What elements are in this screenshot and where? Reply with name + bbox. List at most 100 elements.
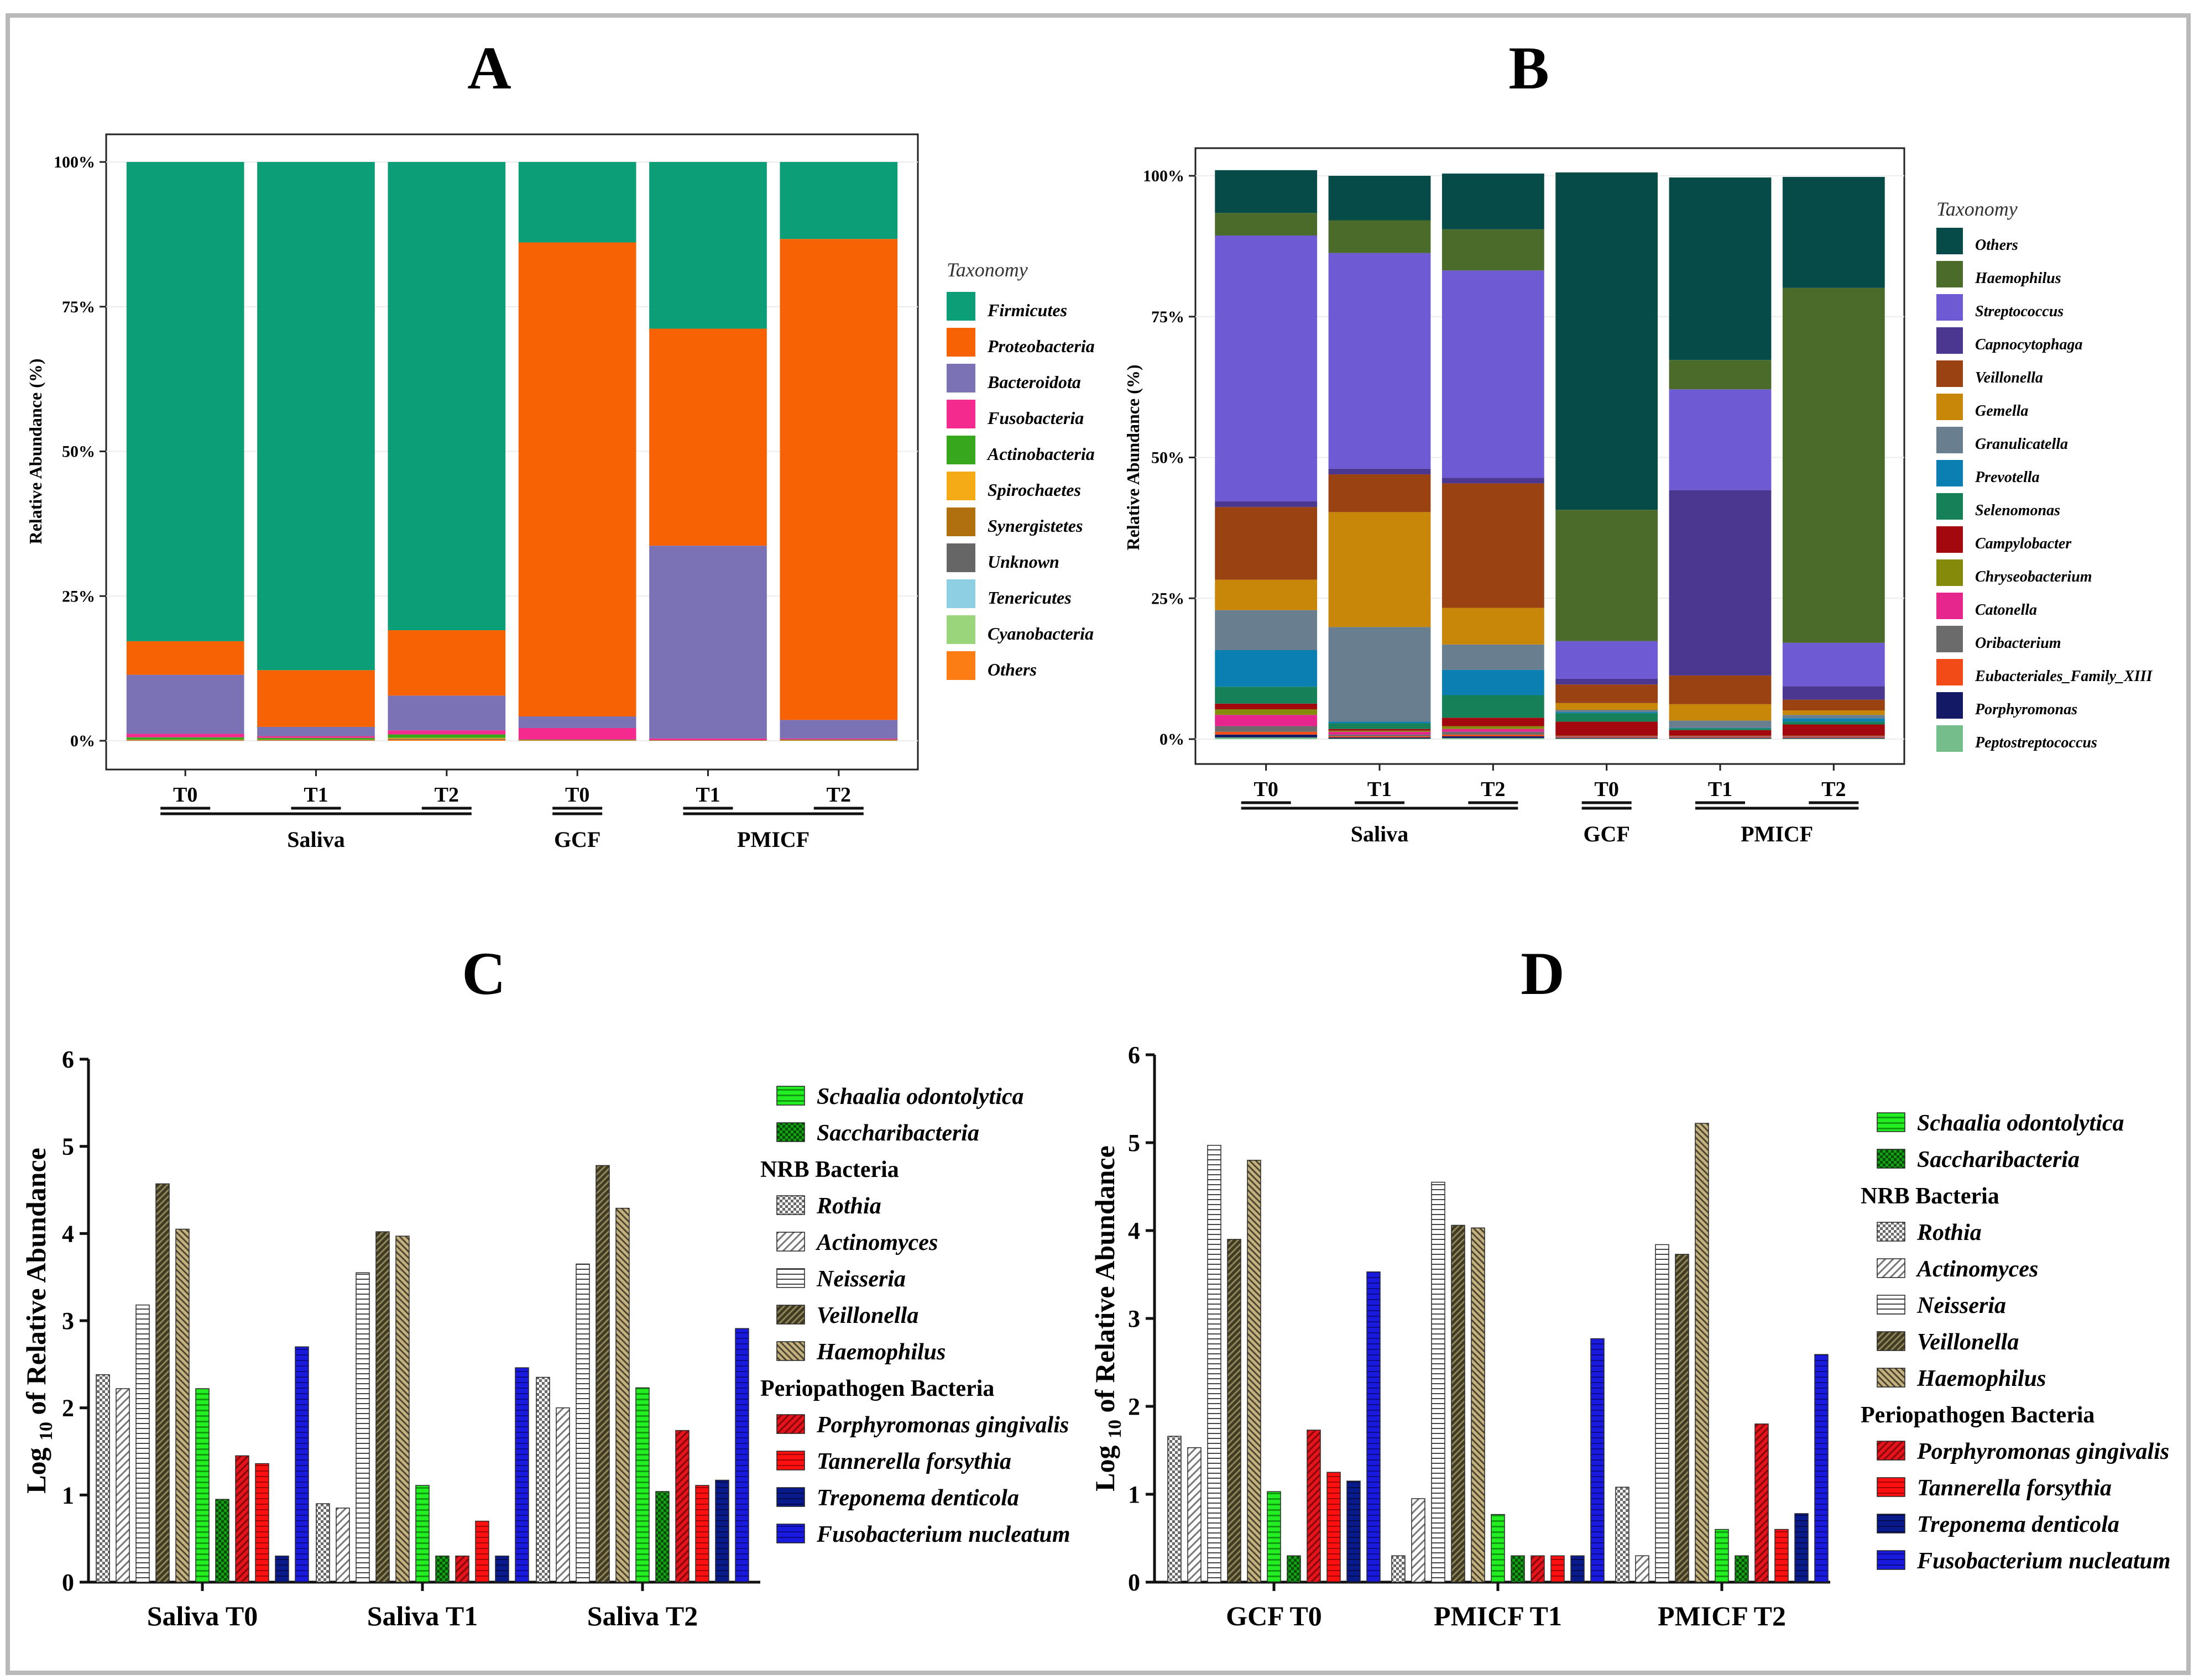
y-axis-label-part: of Relative Abundance (1089, 1145, 1120, 1420)
y-tick-label: 5 (1128, 1129, 1140, 1156)
group-label-pmicf: PMICF (737, 827, 809, 852)
bar-segment-porphyromonas (1215, 734, 1318, 737)
bar-haemophilus (1471, 1227, 1485, 1583)
y-tick-label: 1 (1128, 1481, 1140, 1508)
legend-label-gemella: Gemella (1975, 402, 2028, 420)
panel-a: A 0% 25% 50% 75% 100% Relative Abundance (%) T0… (25, 34, 1095, 852)
bar-fusobacterium-nucleatum (295, 1346, 309, 1583)
bar-segment-gemella (1669, 704, 1772, 721)
bar-neisseria (1431, 1181, 1445, 1583)
bar-segment-gemella (1782, 710, 1885, 715)
legend-swatch-eubacteriales-family-xiii (1936, 659, 1963, 685)
bar-segment-bacteroidota (518, 716, 636, 728)
bar-segment-others (1555, 172, 1658, 510)
x-tick-label: T1 (1367, 778, 1392, 801)
bar-segment-haemophilus (1215, 213, 1318, 236)
bar-schaalia-odontolytica (1715, 1529, 1729, 1583)
bar-segment-firmicutes (780, 162, 898, 239)
bar-segment-unknown (126, 740, 244, 741)
legend-swatch-peptostreptococcus (1936, 725, 1963, 752)
bar-segment-catonella (1555, 736, 1658, 737)
bar-segment-veillonella (1782, 699, 1885, 711)
panel-title: C (462, 940, 505, 1007)
bar-saccharibacteria (1287, 1555, 1301, 1583)
bar-segment-prevotella (1782, 718, 1885, 722)
bar-porphyromonas-gingivalis (1754, 1423, 1769, 1583)
legend-section-title: NRB Bacteria (760, 1157, 899, 1182)
x-tick-label: T0 (565, 783, 589, 807)
legend-swatch-fusobacterium-nucleatum (776, 1524, 805, 1543)
bar-rothia (1615, 1487, 1629, 1583)
bar-rothia (1167, 1436, 1182, 1583)
legend-swatch-tannerella-forsythia (776, 1451, 805, 1470)
bar-segment-haemophilus (1555, 510, 1658, 641)
y-axis-label: Log 10 of Relative Abundance (20, 1148, 56, 1494)
y-tick-label: 75% (62, 298, 95, 316)
legend-label-proteobacteria: Proteobacteria (987, 336, 1095, 356)
legend-label-schaalia-odontolytica: Schaalia odontolytica (817, 1084, 1024, 1109)
bar-segment-peptostreptococcus (1441, 737, 1544, 739)
legend-title: Taxonomy (947, 259, 1028, 281)
x-tick-label: T1 (304, 783, 328, 807)
bar-segment-streptococcus (1441, 270, 1544, 478)
legend-swatch-veillonella (1877, 1331, 1905, 1351)
bar-porphyromonas-gingivalis (1531, 1555, 1545, 1583)
legend-swatch-unknown (947, 543, 975, 572)
y-axis-label-part: of Relative Abundance (20, 1148, 51, 1422)
legend-label-bacteroidota: Bacteroidota (987, 372, 1081, 392)
bar-haemophilus (1695, 1123, 1709, 1583)
bar-tannerella-forsythia (1550, 1555, 1565, 1583)
bar-segment-oribacterium (1215, 726, 1318, 732)
bar-fusobacterium-nucleatum (515, 1367, 529, 1583)
y-tick-label: 3 (1128, 1305, 1140, 1332)
x-tick-label: T1 (696, 783, 720, 807)
legend-swatch-granulicatella (1936, 427, 1963, 453)
bar-treponema-denticola (1570, 1555, 1585, 1583)
bar-segment-haemophilus (1441, 229, 1544, 271)
bar-segment-campylobacter (1328, 729, 1431, 731)
legend-section-title: Periopathogen Bacteria (1861, 1402, 2094, 1428)
y-tick-label: 0% (70, 732, 95, 750)
bar-haemophilus (615, 1207, 630, 1583)
legend-swatch-oribacterium (1936, 626, 1963, 652)
bar-segment-campylobacter (1782, 724, 1885, 736)
bar-tannerella-forsythia (475, 1520, 489, 1583)
legend-swatch-tenericutes (947, 579, 975, 608)
bar-neisseria (356, 1272, 370, 1583)
bar-segment-streptococcus (1555, 641, 1658, 679)
y-tick-label: 75% (1151, 308, 1184, 326)
y-tick-label: 25% (62, 587, 95, 605)
bar-fusobacterium-nucleatum (735, 1328, 749, 1583)
legend-label-firmicutes: Firmicutes (987, 300, 1067, 320)
legend-swatch-treponema-denticola (776, 1487, 805, 1507)
bar-segment-veillonella (1441, 483, 1544, 608)
bar-segment-campylobacter (1669, 730, 1772, 736)
x-tick-label: T0 (1253, 778, 1278, 801)
legend-swatch-chryseobacterium (1936, 559, 1963, 586)
bar-actinomyces (336, 1508, 350, 1583)
bar-veillonella (375, 1231, 390, 1583)
bar-segment-veillonella (1555, 684, 1658, 703)
legend-label-eubacteriales-family-xiii: Eubacteriales_Family_XIII (1975, 668, 2153, 685)
bar-segment-actinobacteria (388, 734, 506, 738)
bar-segment-porphyromonas (1441, 736, 1544, 738)
bar-segment-porphyromonas (1782, 737, 1885, 739)
bar-segment-oribacterium (1441, 731, 1544, 735)
bar-segment-others (1669, 177, 1772, 360)
bar-segment-others (649, 740, 767, 741)
y-tick-label: 100% (54, 153, 95, 171)
legend-label-actinobacteria: Actinobacteria (986, 444, 1095, 464)
x-tick-label: T1 (1708, 778, 1732, 801)
bar-segment-fusobacteria (780, 738, 898, 740)
bar-treponema-denticola (495, 1555, 509, 1583)
bar-segment-unknown (388, 739, 506, 740)
x-tick-label: T2 (435, 783, 459, 807)
legend-swatch-actinobacteria (947, 436, 975, 464)
x-tick-label: T2 (827, 783, 851, 807)
legend-swatch-actinomyces (776, 1232, 805, 1252)
bar-segment-eubacteriales-family-xiii (1328, 736, 1431, 737)
bar-neisseria (135, 1304, 150, 1583)
bar-segment-chryseobacterium (1215, 709, 1318, 715)
legend-swatch-schaalia-odontolytica (1877, 1112, 1905, 1132)
bar-rothia (536, 1377, 550, 1583)
